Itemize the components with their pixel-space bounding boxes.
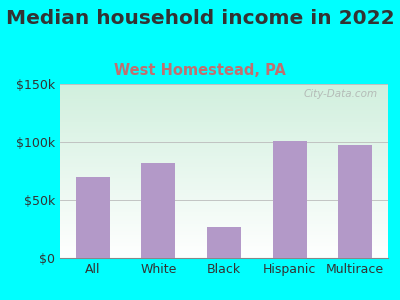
Text: City-Data.com: City-Data.com — [304, 89, 378, 99]
Bar — [338, 146, 372, 258]
Bar — [207, 227, 241, 258]
Text: West Homestead, PA: West Homestead, PA — [114, 63, 286, 78]
Bar — [272, 141, 307, 258]
Bar — [76, 177, 110, 258]
Bar — [141, 163, 176, 258]
Text: Median household income in 2022: Median household income in 2022 — [6, 9, 394, 28]
